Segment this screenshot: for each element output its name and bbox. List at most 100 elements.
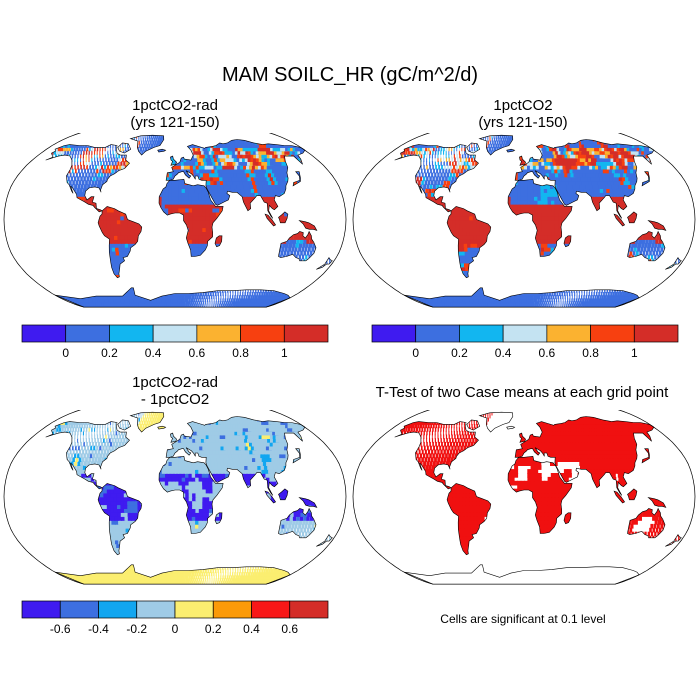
coastline-japan xyxy=(641,171,650,187)
panel1-title-line2: (yrs 121-150) xyxy=(130,114,220,131)
colorbar-difference-swatch xyxy=(174,600,214,619)
panel1-title: 1pctCO2-rad (yrs 121-150) xyxy=(25,97,325,131)
panel4-title: T-Test of two Case means at each grid po… xyxy=(352,384,692,401)
coastline-australia xyxy=(627,507,666,539)
colorbar-absolute-1-swatch xyxy=(21,324,67,343)
colorbar-absolute-2-tick-label: 0 xyxy=(412,346,419,360)
coastline-europe-asia xyxy=(514,139,655,219)
coastline-new-zealand xyxy=(665,534,682,547)
map-frame xyxy=(3,410,347,585)
coastline-baffin xyxy=(466,419,481,431)
colorbar-absolute-1-tick-label: 0.8 xyxy=(232,346,249,360)
coastline-new-guinea xyxy=(647,497,667,508)
coastline-uk xyxy=(519,155,526,166)
coastline-sumatra xyxy=(264,213,277,227)
coastline-new-guinea xyxy=(647,220,667,231)
colorbar-difference-swatch xyxy=(251,600,291,619)
coastline-borneo xyxy=(627,488,638,501)
colorbar-absolute-2: 0 0.2 0.4 0.6 0.8 1 xyxy=(371,324,679,360)
colorbar-absolute-2-tick-label: 0.8 xyxy=(582,346,599,360)
colorbar-difference-swatch xyxy=(136,600,176,619)
coastline-africa xyxy=(507,455,573,534)
panel2-title-line2: (yrs 121-150) xyxy=(478,114,568,131)
colorbar-absolute-1-tick-label: 1 xyxy=(281,346,288,360)
coastline-iceland xyxy=(506,425,516,430)
colorbar-difference-tick-label: 0.6 xyxy=(281,622,298,636)
colorbar-absolute-2-tick-label: 0.4 xyxy=(495,346,512,360)
coastline-new-zealand xyxy=(665,257,682,270)
colorbar-difference-swatch xyxy=(59,600,99,619)
coastline-iceland xyxy=(157,425,167,430)
colorbar-difference-swatch xyxy=(21,600,61,619)
colorbar-absolute-1-swatch xyxy=(240,324,285,343)
colorbar-difference-tick-label: 0.4 xyxy=(243,622,260,636)
coastline-baffin xyxy=(117,142,132,154)
coastline-madagascar xyxy=(214,512,223,525)
coastline-greenland xyxy=(129,134,165,156)
coastline-iceland xyxy=(506,148,516,153)
coastline-antarctica xyxy=(55,287,291,308)
colorbar-absolute-1-swatch xyxy=(65,324,110,343)
coastline-sumatra xyxy=(613,490,626,504)
coastline-japan xyxy=(292,448,301,464)
colorbar-absolute-2-swatch xyxy=(546,324,591,343)
coastline-baffin xyxy=(466,142,481,154)
coastline-europe-asia xyxy=(514,416,655,496)
coastline-antarctica xyxy=(55,564,291,585)
map-frame xyxy=(3,133,347,308)
map-ocean-background xyxy=(353,133,695,308)
coastline-greenland xyxy=(129,411,165,433)
colorbar-absolute-1-swatch xyxy=(196,324,241,343)
map-ocean-background xyxy=(353,410,695,585)
coastline-north-america xyxy=(394,144,479,213)
colorbar-absolute-2-swatch xyxy=(633,324,679,343)
coastline-south-america xyxy=(97,483,143,556)
coastline-borneo xyxy=(278,488,289,501)
panel3-title: 1pctCO2-rad - 1pctCO2 xyxy=(25,374,325,408)
coastline-europe-asia xyxy=(165,416,306,496)
coastline-south-america xyxy=(446,206,492,279)
colorbar-difference-tick-label: 0 xyxy=(172,622,179,636)
colorbar-difference-swatch xyxy=(98,600,138,619)
coastline-uk xyxy=(519,432,526,443)
colorbar-absolute-1-swatch xyxy=(152,324,198,343)
coastline-new-guinea xyxy=(298,220,318,231)
coastline-new-zealand xyxy=(316,534,333,547)
coastline-north-america xyxy=(45,421,130,490)
colorbar-difference-swatch xyxy=(212,600,252,619)
coastline-south-america xyxy=(97,206,143,279)
coastline-australia xyxy=(627,230,666,262)
coastline-australia xyxy=(278,507,317,539)
map-panel-difference xyxy=(3,410,347,585)
colorbar-absolute-2-swatch xyxy=(371,324,417,343)
coastline-antarctica xyxy=(404,564,640,585)
map-frame xyxy=(352,410,696,585)
coastline-madagascar xyxy=(214,235,223,248)
coastline-antarctica xyxy=(404,287,640,308)
coastline-africa xyxy=(158,178,224,257)
coastline-africa xyxy=(507,178,573,257)
colorbar-absolute-2-swatch xyxy=(415,324,460,343)
coastline-baffin xyxy=(117,419,132,431)
colorbar-difference-swatch xyxy=(289,600,329,619)
colorbar-absolute-1-tick-label: 0 xyxy=(62,346,69,360)
coastline-sumatra xyxy=(613,213,626,227)
colorbar-difference-tick-label: 0.2 xyxy=(205,622,222,636)
coastline-uk xyxy=(170,155,177,166)
coastline-north-america xyxy=(45,144,130,213)
panel4-title-line1: T-Test of two Case means at each grid po… xyxy=(375,384,669,401)
coastline-iceland xyxy=(157,148,167,153)
colorbar-absolute-2-swatch xyxy=(590,324,635,343)
colorbar-difference: -0.6 -0.4 -0.2 0 0.2 0.4 0.6 xyxy=(21,600,329,636)
coastline-sumatra xyxy=(264,490,277,504)
colorbar-absolute-1-tick-label: 0.6 xyxy=(189,346,206,360)
coastline-africa xyxy=(158,455,224,534)
colorbar-absolute-1-swatch xyxy=(109,324,154,343)
map-panel-1pctco2 xyxy=(352,133,696,308)
coastline-south-america xyxy=(446,483,492,556)
panel2-title-line1: 1pctCO2 xyxy=(493,97,553,114)
colorbar-absolute-1-swatch xyxy=(283,324,329,343)
map-frame xyxy=(352,133,696,308)
colorbar-absolute-1-tick-label: 0.2 xyxy=(101,346,118,360)
panel3-title-line1: 1pctCO2-rad xyxy=(132,374,218,391)
